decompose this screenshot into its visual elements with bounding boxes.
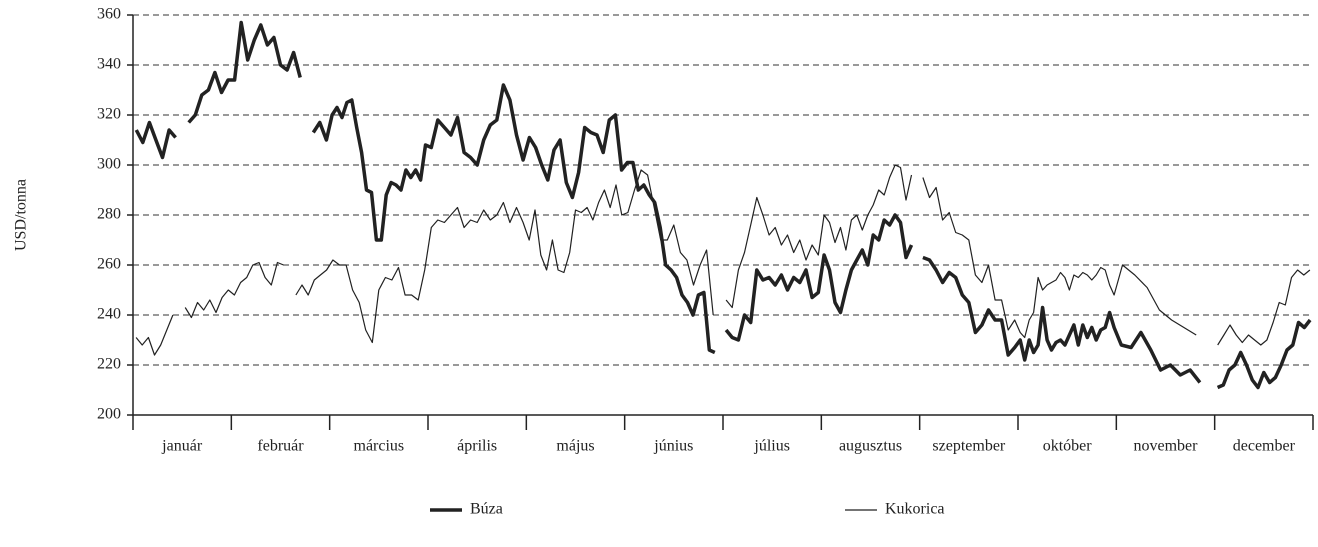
- y-axis-label: USD/tonna: [13, 179, 30, 251]
- x-tick-label: január: [161, 438, 203, 455]
- x-tick-label: július: [753, 438, 790, 455]
- x-tick-label: május: [556, 438, 594, 455]
- y-tick-label: 300: [97, 156, 121, 173]
- x-tick-label: november: [1134, 438, 1199, 455]
- y-tick-label: 220: [97, 356, 121, 373]
- y-tick-label: 340: [97, 56, 121, 73]
- x-tick-label: december: [1233, 438, 1296, 455]
- x-tick-label: augusztus: [839, 438, 902, 455]
- legend-label: Búza: [470, 501, 503, 518]
- y-tick-label: 200: [97, 406, 121, 423]
- y-tick-label: 360: [97, 6, 121, 23]
- x-tick-label: június: [653, 438, 693, 455]
- x-tick-label: október: [1043, 438, 1093, 455]
- series-line: [134, 20, 1312, 390]
- series-line: [135, 164, 1311, 356]
- y-tick-label: 280: [97, 206, 121, 223]
- x-tick-label: április: [457, 438, 497, 455]
- legend-label: Kukorica: [885, 501, 945, 518]
- y-tick-label: 260: [97, 256, 121, 273]
- x-tick-label: március: [354, 438, 405, 455]
- x-tick-label: szeptember: [932, 438, 1006, 455]
- x-tick-label: február: [257, 438, 304, 455]
- y-tick-label: 320: [97, 106, 121, 123]
- y-tick-label: 240: [97, 306, 121, 323]
